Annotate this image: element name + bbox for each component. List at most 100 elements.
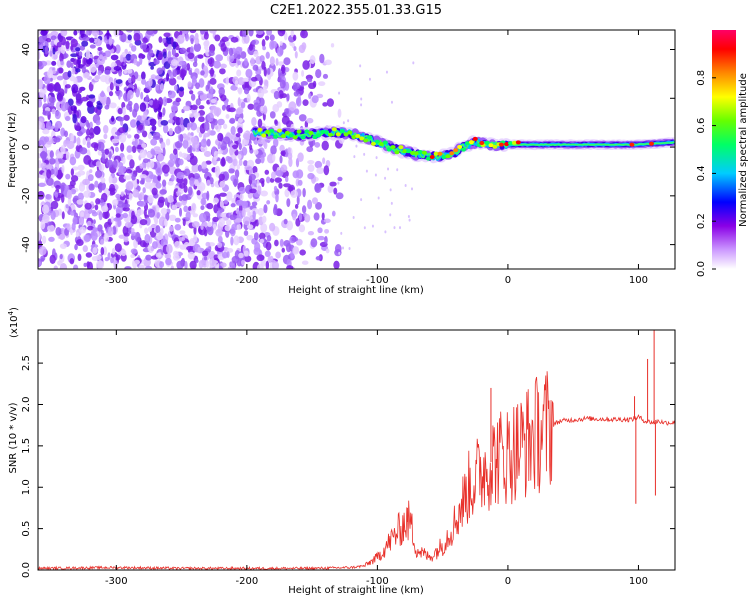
spectrogram-speckle xyxy=(290,189,299,199)
spectrogram-speckle xyxy=(126,145,133,153)
spectrogram-speckle xyxy=(183,205,189,213)
spectrogram-speckle xyxy=(230,236,234,246)
spectrogram-speckle xyxy=(87,174,94,182)
spectrogram-speckle xyxy=(283,183,291,188)
spectrogram-speckle xyxy=(74,243,78,251)
spectrogram-ridge-blob xyxy=(453,148,459,153)
spectrogram-speckle xyxy=(200,30,205,35)
spectrogram-speckle xyxy=(90,231,98,241)
spectrogram-speckle xyxy=(360,103,363,107)
spectrogram-speckle xyxy=(179,116,184,126)
spectrogram-speckle xyxy=(235,132,241,138)
spectrogram-speckle xyxy=(286,198,291,208)
spectrogram-speckle xyxy=(76,130,83,137)
spectrogram-speckle xyxy=(113,259,118,269)
spectrogram-ridge-blob xyxy=(382,140,388,145)
spectrogram-speckle xyxy=(154,148,163,155)
spectrogram-speckle xyxy=(168,128,174,136)
spectrogram-speckle xyxy=(122,106,127,116)
spectrogram-speckle xyxy=(83,190,91,198)
spectrogram-speckle xyxy=(169,153,175,161)
spectrogram-speckle xyxy=(174,217,181,223)
spectrogram-speckle xyxy=(322,73,329,79)
spectrogram-speckle xyxy=(259,177,265,184)
spectrogram-speckle xyxy=(217,118,225,126)
spectrogram-speckle xyxy=(166,73,170,82)
spectrogram-speckle xyxy=(257,263,264,269)
spectrogram-speckle xyxy=(103,232,110,243)
spectrogram-speckle xyxy=(110,115,115,122)
spectrogram-speckle xyxy=(96,141,105,152)
spectrogram-speckle xyxy=(318,81,326,87)
spectrogram-speckle xyxy=(168,214,177,222)
spectrogram-speckle xyxy=(363,226,366,230)
spectrogram-speckle xyxy=(94,38,101,47)
spectrogram-speckle xyxy=(244,57,248,66)
spectrogram-speckle xyxy=(294,50,298,59)
spectrogram-speckle xyxy=(189,30,197,34)
spectrogram-speckle xyxy=(174,125,182,134)
spectrogram-speckle xyxy=(301,205,307,214)
spectrogram-speckle xyxy=(114,146,119,153)
spectrogram-speckle xyxy=(149,160,155,169)
spectrogram-speckle xyxy=(200,138,208,148)
spectrogram-speckle xyxy=(123,203,131,208)
spectrogram-speckle xyxy=(205,84,210,92)
spectrogram-speckle xyxy=(73,30,78,36)
spectrogram-speckle xyxy=(124,221,132,228)
spectrogram-speckle xyxy=(104,203,108,211)
spectrogram-speckle xyxy=(58,67,64,74)
spectrogram-speckle xyxy=(271,261,280,269)
spectrogram-ridge-blob xyxy=(273,134,279,139)
spectrogram-speckle xyxy=(157,52,163,61)
spectrogram-speckle xyxy=(325,248,330,254)
spectrogram-speckle xyxy=(48,236,55,242)
spectrogram-speckle xyxy=(213,204,219,214)
spectrogram-speckle xyxy=(314,183,322,193)
spectrogram-speckle xyxy=(220,157,226,167)
spectrogram-speckle xyxy=(150,74,157,80)
spectrogram-speckle xyxy=(275,169,284,177)
spectrogram-speckle xyxy=(302,187,306,198)
spectrogram-speckle xyxy=(319,53,325,64)
spectrogram-speckle xyxy=(377,196,380,200)
spectrogram-ridge-blob xyxy=(394,150,400,155)
spectrogram-speckle xyxy=(111,176,118,184)
spectrogram-speckle xyxy=(56,93,64,102)
spectrogram-speckle xyxy=(152,241,158,250)
spectrogram-speckle xyxy=(219,212,227,218)
colorbar-tick-label: 0.8 xyxy=(696,70,707,86)
spectrogram-speckle xyxy=(323,218,331,224)
spectrogram-speckle xyxy=(293,91,299,97)
spectrogram-speckle xyxy=(236,54,241,60)
spectrogram-speckle xyxy=(253,102,260,111)
snr-ytick-label: 2.5 xyxy=(21,355,32,371)
spectrogram-speckle xyxy=(179,30,183,36)
spectrogram-speckle xyxy=(40,162,47,169)
spectrogram-speckle xyxy=(229,54,235,63)
spectrogram-speckle xyxy=(162,51,167,59)
spectrogram-speckle xyxy=(50,210,56,221)
spectrogram-speckle xyxy=(89,169,93,174)
spectrogram-speckle xyxy=(194,56,198,64)
spectrogram-ridge-blob xyxy=(300,135,306,140)
colorbar-gradient xyxy=(712,30,736,269)
spectrogram-speckle xyxy=(168,225,174,232)
spectrogram-speckle xyxy=(87,225,94,231)
spectrogram-speckle xyxy=(324,228,330,234)
spectrogram-speckle xyxy=(97,46,103,52)
spectrogram-speckle xyxy=(139,56,143,65)
spectrogram-speckle xyxy=(191,221,200,228)
spectrogram-speckle xyxy=(390,100,393,104)
spectrogram-speckle xyxy=(115,79,123,85)
spectrogram-speckle xyxy=(123,114,130,121)
spectrogram-speckle xyxy=(248,173,256,181)
spectrogram-speckle xyxy=(284,188,290,198)
spectrogram-speckle xyxy=(201,161,207,170)
spectrogram-speckle xyxy=(158,196,166,204)
spectrogram-speckle xyxy=(53,137,61,143)
spectrogram-speckle xyxy=(277,30,286,37)
spectrogram-speckle xyxy=(75,68,81,73)
spectrogram-speckle xyxy=(130,248,138,254)
